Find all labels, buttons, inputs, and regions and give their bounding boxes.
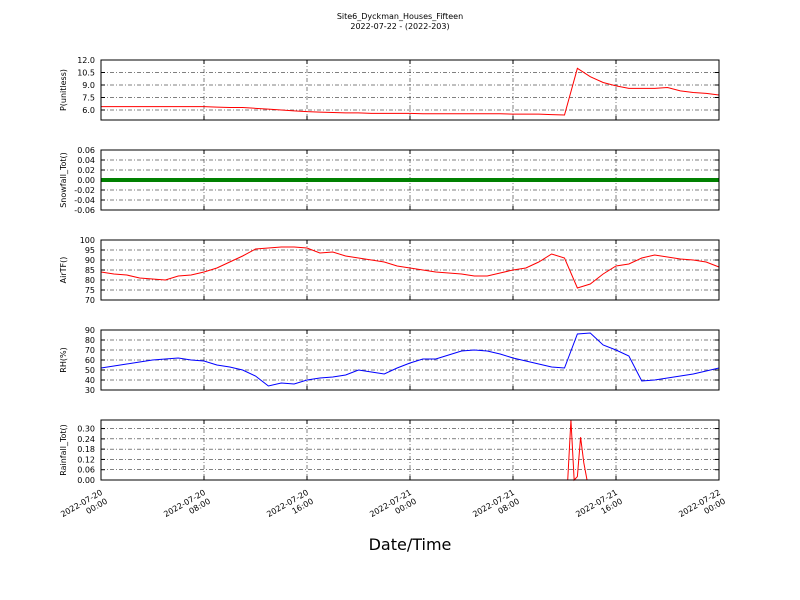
y-tick-label: 9.0	[82, 81, 95, 90]
x-tick-label: 2022-07-2108:00	[471, 488, 521, 528]
plot-frame	[100, 149, 720, 211]
y-tick-label: 90	[85, 326, 95, 335]
y-tick-label: 40	[85, 376, 95, 385]
data-line	[100, 246, 720, 289]
y-tick-label: 70	[85, 296, 95, 305]
x-tick-label: 2022-07-2100:00	[368, 488, 418, 528]
chart-title: Site6_Dyckman_Houses_Fifteen	[337, 12, 463, 21]
x-tick-label: 2022-07-2016:00	[265, 488, 315, 528]
y-tick-label: 50	[85, 366, 95, 375]
plot-frame	[100, 419, 720, 481]
y-tick-label: 60	[85, 356, 95, 365]
x-tick-label: 2022-07-2116:00	[574, 488, 624, 528]
y-axis-label: P(unitless)	[59, 69, 68, 111]
plot-frame	[100, 59, 720, 121]
y-tick-label: 75	[85, 286, 95, 295]
x-tick-label: 2022-07-2200:00	[677, 488, 727, 528]
y-tick-label: 70	[85, 346, 95, 355]
data-line	[101, 67, 720, 116]
y-axis-label: RH(%)	[59, 347, 68, 372]
y-tick-label: 0.04	[77, 156, 95, 165]
x-tick-label: 2022-07-2008:00	[162, 488, 212, 528]
y-tick-label: 0.00	[77, 176, 95, 185]
x-axis-label: Date/Time	[369, 535, 452, 554]
y-tick-label: 0.18	[77, 445, 95, 454]
y-tick-label: 6.0	[82, 106, 95, 115]
plot-frame	[100, 329, 720, 391]
y-tick-label: 85	[85, 266, 95, 275]
y-tick-label: 0.30	[77, 425, 95, 434]
y-tick-label: -0.04	[74, 196, 95, 205]
y-tick-label: 90	[85, 256, 95, 265]
y-tick-label: 10.5	[77, 69, 95, 78]
y-axis-label: Rainfall_Tot()	[59, 424, 68, 476]
y-tick-label: 0.12	[77, 455, 95, 464]
y-tick-label: 95	[85, 246, 95, 255]
y-tick-label: 80	[85, 336, 95, 345]
data-line	[100, 332, 720, 387]
y-tick-label: 100	[80, 236, 95, 245]
data-line	[101, 419, 588, 482]
y-tick-label: 7.5	[82, 94, 95, 103]
y-tick-label: 0.06	[77, 146, 95, 155]
y-axis-label: AirTF()	[59, 257, 68, 284]
y-tick-label: 12.0	[77, 56, 95, 65]
chart-subtitle: 2022-07-22 - (2022-203)	[350, 22, 449, 31]
y-tick-label: 0.02	[77, 166, 95, 175]
y-tick-label: 0.24	[77, 435, 95, 444]
y-tick-label: -0.02	[74, 186, 95, 195]
x-tick-label: 2022-07-2000:00	[59, 488, 109, 528]
y-axis-label: Snowfall_Tot()	[59, 152, 68, 208]
y-tick-label: -0.06	[74, 206, 95, 215]
y-tick-label: 30	[85, 386, 95, 395]
plot-frame	[100, 239, 720, 301]
y-tick-label: 0.06	[77, 466, 95, 475]
y-tick-label: 80	[85, 276, 95, 285]
y-tick-label: 0.00	[77, 476, 95, 485]
